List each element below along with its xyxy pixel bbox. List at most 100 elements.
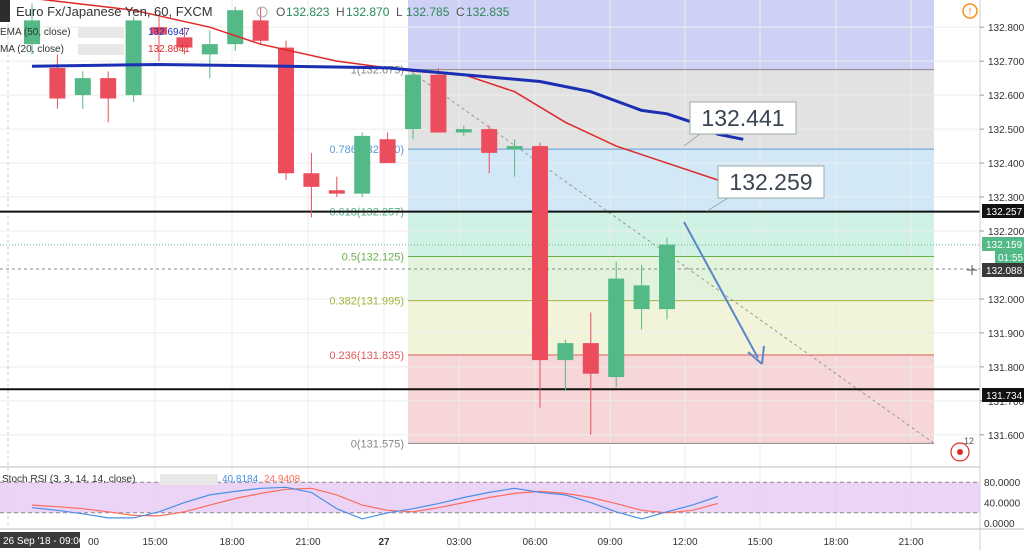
ema-label: EMA (50, close)	[0, 27, 71, 38]
x-tick-label: 09:00	[597, 537, 622, 548]
badge-level-high: 132.257	[982, 204, 1024, 218]
svg-text:!: !	[969, 7, 972, 18]
candle-body	[659, 244, 675, 310]
ema-value: 132.6947	[148, 27, 190, 38]
stoch-d-value: 24.9408	[264, 474, 301, 485]
candle-body	[278, 47, 294, 174]
y-tick-label: 132.300	[988, 193, 1024, 204]
open-label: O	[276, 5, 285, 19]
candle-body	[532, 146, 548, 361]
badge-level-low: 131.734	[982, 388, 1024, 402]
header-legend: Euro Fx/Japanese Yen, 60, FXCM O 132.823…	[0, 0, 510, 55]
stoch-tick-label: 80.0000	[984, 478, 1021, 489]
fib-label: 0.382(131.995)	[329, 296, 404, 308]
svg-text:131.734: 131.734	[986, 391, 1023, 402]
x-tick-label: 15:00	[142, 537, 167, 548]
low-value: 132.785	[406, 5, 450, 19]
svg-text:132.257: 132.257	[986, 207, 1023, 218]
close-value: 132.835	[466, 5, 510, 19]
candle-body	[24, 20, 40, 45]
ma-value: 132.8641	[148, 44, 190, 55]
candle-body	[328, 190, 345, 194]
ma-label: MA (20, close)	[0, 44, 64, 55]
badge-countdown: 01:55	[995, 251, 1024, 264]
svg-text:12: 12	[964, 436, 974, 446]
candle-body	[405, 74, 421, 130]
svg-text:132.088: 132.088	[986, 266, 1023, 277]
fib-zone	[408, 149, 934, 212]
x-tick-label: 18:00	[823, 537, 848, 548]
fib-label: 0(131.575)	[351, 438, 404, 450]
alert-icon[interactable]: !	[962, 3, 978, 19]
y-tick-label: 132.000	[988, 295, 1024, 306]
svg-text:01:55: 01:55	[998, 253, 1023, 264]
y-tick-label: 132.800	[988, 23, 1024, 34]
stoch-k-value: 40.8184	[222, 474, 259, 485]
candle-body	[582, 343, 599, 374]
x-tick-label: 00	[88, 537, 100, 548]
ema-settings-icon[interactable]	[78, 27, 124, 38]
stoch-label: Stoch RSI (3, 3, 14, 14, close)	[2, 474, 135, 485]
forecast-arrow	[683, 221, 759, 359]
candle-body	[125, 20, 142, 96]
candle-body	[557, 343, 574, 361]
candle-body	[151, 27, 167, 34]
x-tick-label: 27	[378, 537, 390, 548]
x-tick-label: 21:00	[898, 537, 923, 548]
fib-zone-top	[408, 0, 934, 70]
symbol-title: Euro Fx/Japanese Yen, 60, FXCM	[16, 4, 213, 19]
candle-body	[506, 146, 523, 150]
callout-fib-786-text: 132.441	[701, 105, 784, 131]
ma-settings-icon[interactable]	[78, 44, 124, 55]
alert-count-marker[interactable]: 12	[950, 436, 974, 462]
stoch-tick-label: 0.0000	[984, 519, 1015, 530]
stoch-settings-icon[interactable]	[160, 474, 218, 485]
callout-fib-618-text: 132.259	[729, 169, 812, 195]
symbol-marker	[0, 0, 10, 22]
x-tick-label: 06:00	[522, 537, 547, 548]
candle-body	[633, 285, 650, 310]
date-badge: 26 Sep '18 - 09:00	[0, 532, 85, 548]
x-tick-label: 15:00	[747, 537, 772, 548]
candle-body	[430, 74, 447, 133]
fib-label: 0.236(131.835)	[329, 350, 404, 362]
close-label: C	[456, 5, 465, 19]
candle-body	[176, 37, 193, 48]
stoch-tick-label: 40.0000	[984, 499, 1021, 510]
candle-body	[354, 135, 371, 194]
candle-body	[201, 44, 218, 55]
y-tick-label: 132.600	[988, 91, 1024, 102]
candle-body	[455, 129, 472, 133]
callout-fib-786: 132.441	[683, 101, 797, 147]
candle-body	[49, 67, 66, 99]
y-tick-label: 131.600	[988, 431, 1024, 442]
y-tick-label: 131.900	[988, 329, 1024, 340]
candle-body	[303, 173, 320, 187]
svg-text:26 Sep '18 - 09:00: 26 Sep '18 - 09:00	[3, 536, 85, 547]
callout-fib-618: 132.259	[706, 165, 825, 212]
badge-current-price: 132.159	[982, 237, 1024, 251]
candle-body	[481, 129, 498, 153]
x-tick-label: 12:00	[672, 537, 697, 548]
candle-body	[608, 278, 625, 378]
svg-text:132.159: 132.159	[986, 240, 1023, 251]
low-label: L	[396, 5, 403, 19]
stoch-k-line	[31, 486, 718, 520]
fib-zone	[408, 354, 934, 444]
eye-icon[interactable]	[256, 6, 268, 18]
open-value: 132.823	[286, 5, 330, 19]
candle-body	[100, 78, 117, 99]
candle-body	[227, 10, 244, 45]
badge-crosshair-price: 132.088	[982, 263, 1024, 277]
y-tick-label: 131.800	[988, 363, 1024, 374]
candle-body	[379, 139, 396, 164]
forecast-arrowhead	[747, 345, 765, 365]
fib-zone	[408, 300, 934, 355]
crosshair-plus-icon[interactable]	[967, 265, 977, 275]
y-tick-label: 132.700	[988, 57, 1024, 68]
high-value: 132.870	[346, 5, 390, 19]
y-tick-label: 131.700	[988, 397, 1024, 408]
x-tick-label: 03:00	[446, 537, 471, 548]
